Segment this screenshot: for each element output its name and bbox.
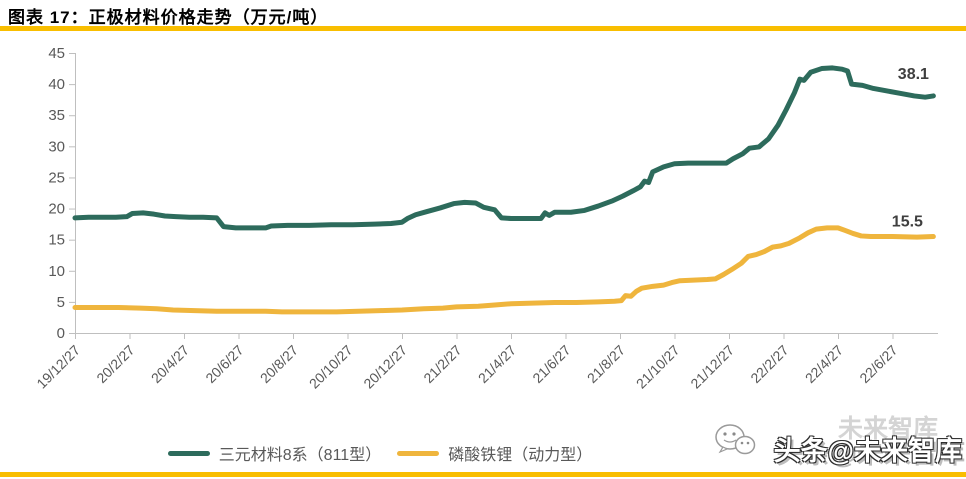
x-tick-label: 21/2/27 [420, 342, 464, 386]
ternary-811-line [72, 65, 936, 231]
y-tick-label: 15 [48, 232, 65, 249]
lfp-line [72, 225, 936, 315]
x-tick-label: 20/10/27 [306, 342, 356, 392]
watermark: 未来智库 头条@未来智库 [694, 411, 964, 471]
y-tick-label: 35 [48, 107, 65, 124]
chat-bubbles-icon [715, 424, 756, 455]
y-tick-label: 45 [48, 45, 65, 62]
x-tick-label: 21/4/27 [475, 342, 519, 386]
yellow-line-swatch [397, 450, 440, 456]
bottom-accent-rule [0, 472, 966, 477]
x-tick-label: 20/12/27 [360, 342, 410, 392]
y-tick-label: 25 [48, 169, 65, 186]
y-tick-label: 30 [48, 138, 65, 155]
legend-item-lfp: 磷酸铁锂（动力型） [397, 441, 592, 465]
y-tick-label: 20 [48, 201, 65, 218]
chart-legend: 三元材料8系（811型） 磷酸铁锂（动力型） [0, 441, 760, 465]
x-tick-label: 22/2/27 [747, 342, 791, 386]
y-tick-label: 40 [48, 76, 65, 93]
x-tick-label: 21/6/27 [529, 342, 573, 386]
x-tick-label: 19/12/27 [33, 342, 83, 392]
y-tick-label: 10 [48, 263, 65, 280]
watermark-main-text: 头条@未来智库 [773, 436, 962, 466]
x-tick-label: 22/6/27 [856, 342, 900, 386]
legend-label-ternary: 三元材料8系（811型） [218, 447, 382, 464]
x-tick-label: 20/4/27 [148, 342, 192, 386]
series-end-value-label: 15.5 [892, 214, 923, 231]
x-tick-label: 21/8/27 [584, 342, 628, 386]
watermark-light-text: 未来智库 [837, 415, 938, 443]
legend-label-lfp: 磷酸铁锂（动力型） [448, 447, 593, 464]
chart-title: 图表 17：正极材料价格走势（万元/吨） [8, 8, 329, 27]
x-tick-label: 20/6/27 [202, 342, 246, 386]
x-tick-label: 20/8/27 [257, 342, 301, 386]
legend-item-ternary: 三元材料8系（811型） [167, 441, 382, 465]
title-underline-rule [0, 26, 966, 31]
green-line-swatch [167, 450, 210, 456]
y-tick-label: 5 [57, 294, 65, 311]
y-tick-label: 0 [57, 325, 65, 342]
x-tick-label: 21/12/27 [687, 342, 737, 392]
series-end-value-label: 38.1 [898, 66, 929, 83]
x-tick-label: 20/2/27 [93, 342, 137, 386]
x-tick-label: 21/10/27 [633, 342, 683, 392]
x-tick-label: 22/4/27 [802, 342, 846, 386]
